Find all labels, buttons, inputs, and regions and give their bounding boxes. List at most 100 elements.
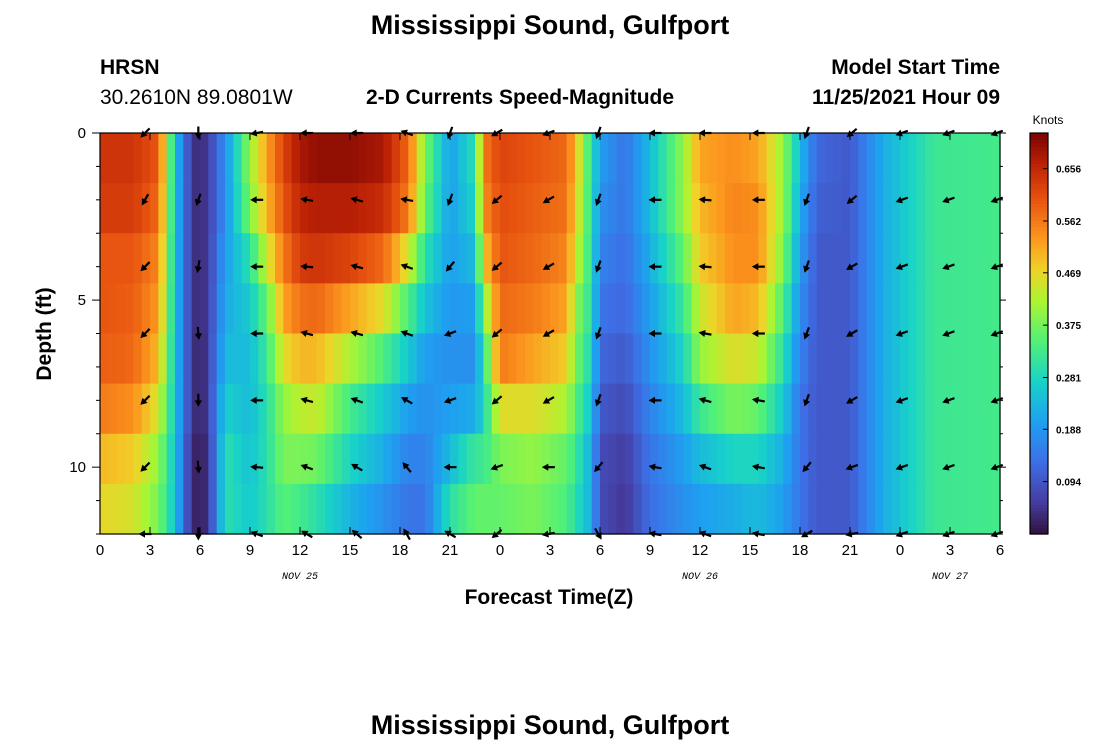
heatmap-cell: [241, 433, 251, 485]
heatmap-cell: [500, 483, 509, 535]
colorbar-swatch: [1030, 440, 1048, 445]
heatmap-cell: [700, 233, 709, 284]
colorbar-swatch: [1030, 360, 1048, 365]
heatmap-cell: [350, 333, 359, 385]
heatmap-cell: [800, 183, 809, 234]
heatmap-cell: [266, 383, 276, 435]
heatmap-cell: [408, 183, 418, 234]
heatmap-cell: [600, 483, 609, 535]
heatmap-cell: [683, 133, 693, 184]
heatmap-cell: [525, 483, 534, 535]
colorbar-swatch: [1030, 156, 1048, 161]
colorbar-frame: [1029, 132, 1049, 535]
heatmap-cell: [916, 183, 926, 234]
colorbar-swatch: [1030, 270, 1048, 274]
heatmap-cell: [833, 333, 843, 385]
heatmap-cell: [283, 433, 293, 485]
heatmap-cell: [191, 183, 201, 234]
heatmap-cell: [275, 183, 284, 234]
heatmap-cell: [391, 433, 401, 485]
heatmap-cell: [675, 183, 684, 234]
direction-arrow: [491, 261, 503, 271]
heatmap-cell: [866, 233, 876, 284]
heatmap-cell: [766, 433, 776, 485]
heatmap-cell: [183, 383, 193, 435]
heatmap-cell: [108, 383, 118, 435]
heatmap-cell: [591, 433, 601, 485]
x-tick-label: 3: [946, 542, 954, 559]
heatmap-cell: [808, 183, 818, 234]
colorbar-label: Knots: [1033, 113, 1064, 127]
heatmap-cell: [433, 433, 443, 485]
direction-arrow: [990, 463, 1004, 471]
direction-arrow: [895, 263, 909, 271]
heatmap-cell: [625, 483, 634, 535]
heatmap-cell: [366, 383, 376, 435]
colorbar-swatch: [1030, 199, 1048, 204]
heatmap-cell: [116, 283, 126, 335]
heatmap-cell: [666, 183, 676, 234]
heatmap-cell: [950, 483, 959, 535]
direction-arrow: [400, 196, 414, 204]
heatmap-cell: [141, 133, 151, 184]
heatmap-cell: [191, 133, 201, 184]
heatmap-cell: [850, 483, 859, 535]
heatmap-cell: [166, 333, 176, 385]
heatmap-cell: [383, 383, 393, 435]
heatmap-cell: [425, 483, 434, 535]
direction-arrow: [990, 396, 1004, 404]
heatmap-cell: [708, 333, 718, 385]
heatmap-cell: [441, 233, 451, 284]
heatmap-cell: [100, 183, 109, 234]
heatmap-cell: [625, 333, 634, 385]
colorbar-swatch: [1030, 380, 1048, 385]
heatmap-cell: [625, 283, 634, 335]
colorbar-swatch: [1030, 346, 1048, 351]
colorbar-swatch: [1030, 460, 1048, 465]
heatmap-cell: [516, 133, 526, 184]
heatmap-cell: [150, 283, 159, 335]
heatmap-cell: [700, 433, 709, 485]
colorbar-swatch: [1030, 403, 1048, 408]
heatmap-cell: [100, 283, 109, 335]
heatmap-cell: [758, 183, 768, 234]
heatmap-cell: [883, 433, 893, 485]
heatmap-cell: [575, 233, 584, 284]
heatmap-cell: [608, 433, 618, 485]
heatmap-cell: [433, 283, 443, 335]
direction-arrow: [350, 196, 364, 204]
heatmap-cell: [816, 233, 826, 284]
heatmap-cell: [783, 133, 793, 184]
heatmap-cell: [666, 433, 676, 485]
heatmap-cell: [125, 333, 134, 385]
heatmap-cell: [750, 233, 759, 284]
heatmap-cell: [925, 133, 934, 184]
heatmap-cell: [825, 433, 834, 485]
colorbar-swatch: [1030, 280, 1048, 284]
heatmap-cell: [208, 433, 218, 485]
heatmap-cell: [241, 233, 251, 284]
heatmap-cell: [991, 283, 1001, 335]
heatmap-cell: [125, 383, 134, 435]
heatmap-cell: [766, 333, 776, 385]
heatmap-cell: [583, 233, 593, 284]
heatmap-cell: [725, 283, 734, 335]
colorbar-swatch: [1030, 159, 1048, 164]
heatmap-cell: [766, 283, 776, 335]
heatmap-cell: [400, 433, 409, 485]
direction-arrow: [491, 395, 503, 405]
heatmap-cell: [300, 333, 309, 385]
colorbar-swatch: [1030, 366, 1048, 371]
heatmap-cell: [666, 483, 676, 535]
heatmap-cell: [858, 333, 868, 385]
heatmap-cell: [258, 433, 268, 485]
heatmap-cell: [291, 483, 301, 535]
heatmap-cell: [233, 283, 243, 335]
colorbar-swatch: [1030, 376, 1048, 381]
heatmap-cell: [300, 233, 309, 284]
heatmap-cell: [691, 283, 701, 335]
heatmap-cell: [375, 283, 384, 335]
colorbar-swatch: [1030, 483, 1048, 488]
heatmap-cell: [300, 133, 309, 184]
colorbar-swatch: [1030, 223, 1048, 228]
